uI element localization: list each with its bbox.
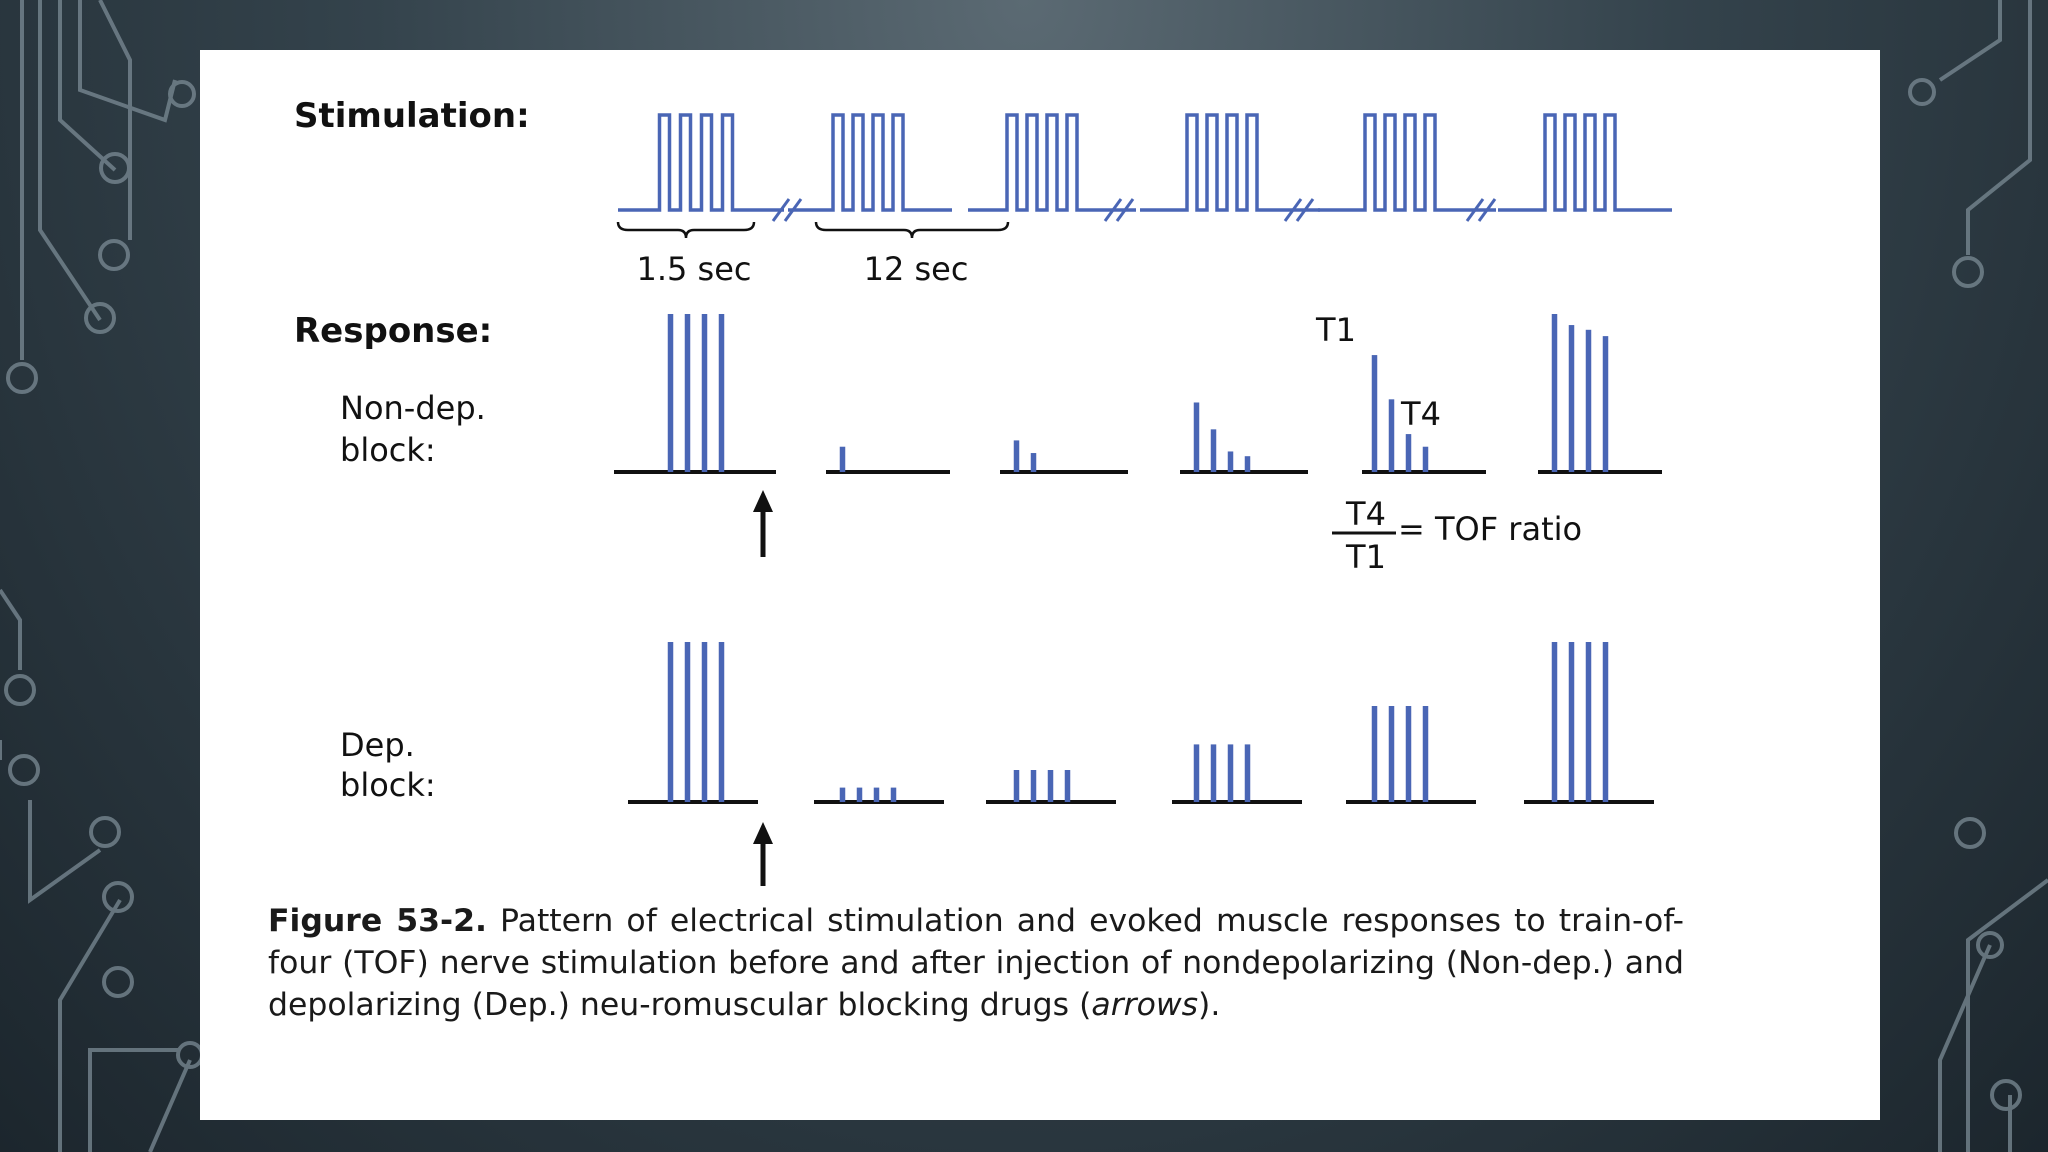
caption-text-end: ).: [1198, 987, 1221, 1023]
t4-label: T4: [1400, 395, 1441, 433]
stimulation-train: [968, 113, 1136, 212]
response-bar: [1030, 770, 1037, 802]
interval-brace: [814, 221, 1010, 239]
stimulation-train: [1140, 113, 1320, 212]
stimulation-train: [618, 113, 784, 212]
response-bar: [701, 642, 708, 802]
interval-brace: [616, 221, 756, 239]
response-bar: [1210, 744, 1217, 802]
stimulation-train: [788, 113, 952, 212]
response-bar: [1371, 355, 1378, 472]
caption-label: Figure 53-2.: [268, 903, 487, 939]
response-bar: [1568, 642, 1575, 802]
interval-long-label: 12 sec: [864, 250, 969, 288]
break-mark: [1465, 198, 1485, 222]
response-bar: [684, 314, 691, 472]
tof-diagram: Stimulation: Response: Non-dep. block: D…: [294, 96, 1672, 886]
response-bar: [1405, 706, 1412, 802]
response-bar: [684, 642, 691, 802]
response-bar: [1227, 451, 1234, 472]
response-bar: [873, 787, 880, 802]
response-bar: [1422, 706, 1429, 802]
dep-drug-arrow: [753, 822, 773, 886]
response-bar: [890, 787, 897, 802]
response-bar: [1551, 314, 1558, 472]
response-bar: [701, 314, 708, 472]
break-mark: [771, 198, 791, 222]
response-bar: [1568, 325, 1575, 472]
response-bar: [1064, 770, 1071, 802]
break-mark: [1477, 198, 1497, 222]
response-bar: [1193, 744, 1200, 802]
response-bar: [1405, 434, 1412, 472]
break-mark: [783, 198, 803, 222]
response-bar: [1244, 456, 1251, 472]
response-bar: [1047, 770, 1054, 802]
caption-italic: arrows: [1091, 987, 1199, 1023]
stimulation-label: Stimulation:: [294, 96, 530, 136]
nondep-label-line2: block:: [340, 431, 436, 469]
response-bar: [1602, 336, 1609, 472]
response-bar: [667, 314, 674, 472]
response-bar: [839, 446, 846, 472]
response-bar: [667, 642, 674, 802]
nondep-drug-arrow: [753, 490, 773, 557]
dep-label-line2: block:: [340, 766, 436, 804]
ratio-numerator: T4: [1345, 495, 1386, 533]
interval-braces: [616, 221, 1010, 239]
response-bar: [1227, 744, 1234, 802]
ratio-denominator: T1: [1345, 538, 1386, 576]
response-bar: [856, 787, 863, 802]
dep-response-bars: [628, 642, 1654, 804]
response-bar: [718, 642, 725, 802]
break-mark: [1103, 198, 1123, 222]
break-mark: [1115, 198, 1135, 222]
response-bar: [1422, 446, 1429, 472]
break-mark: [1295, 198, 1315, 222]
ratio-equals-text: = TOF ratio: [1398, 510, 1582, 548]
slide-panel: Stimulation: Response: Non-dep. block: D…: [200, 50, 1880, 1120]
tof-ratio-formula: T4 T1 = TOF ratio: [1332, 495, 1582, 576]
stimulation-pulse-trains: [618, 113, 1672, 222]
dep-label-line1: Dep.: [340, 726, 415, 764]
nondep-label-line1: Non-dep.: [340, 389, 486, 427]
interval-short-label: 1.5 sec: [636, 250, 751, 288]
t1-label: T1: [1315, 311, 1356, 349]
figure-caption: Figure 53-2. Pattern of electrical stimu…: [268, 900, 1684, 1026]
response-bar: [718, 314, 725, 472]
response-bar: [1210, 429, 1217, 472]
response-bar: [1551, 642, 1558, 802]
response-bar: [1244, 744, 1251, 802]
response-bar: [1585, 329, 1592, 472]
stimulation-train: [1498, 113, 1672, 212]
response-label: Response:: [294, 311, 492, 351]
response-bar: [1602, 642, 1609, 802]
response-bar: [1585, 642, 1592, 802]
response-bar: [1030, 453, 1037, 472]
nondep-response-bars: [614, 314, 1662, 474]
response-bar: [1388, 399, 1395, 472]
response-bar: [1193, 402, 1200, 472]
caption-text: Pattern of electrical stimulation and ev…: [268, 903, 1685, 1023]
response-bar: [1013, 770, 1020, 802]
response-bar: [1388, 706, 1395, 802]
response-bar: [1371, 706, 1378, 802]
break-mark: [1283, 198, 1303, 222]
response-bar: [1013, 440, 1020, 472]
stimulation-train: [1318, 113, 1496, 212]
response-bar: [839, 787, 846, 802]
